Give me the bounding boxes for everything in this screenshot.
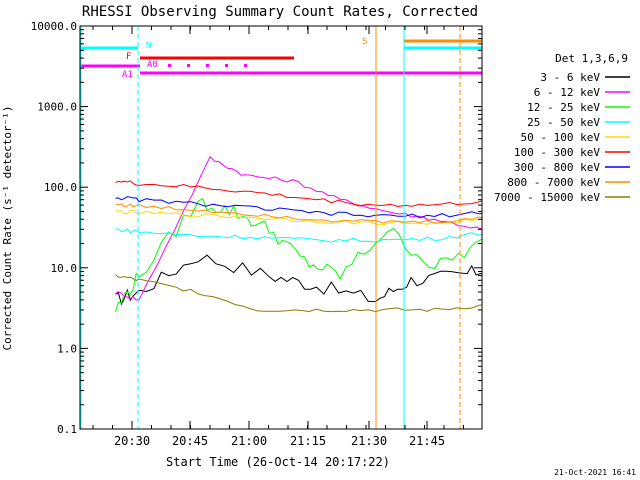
plot-inner (80, 26, 482, 429)
legend-label: 100 - 300 keV (514, 146, 600, 159)
y-tick-label: 1.0 (57, 342, 77, 355)
flag-label: S (362, 37, 367, 47)
series-line (115, 209, 482, 226)
flag-dot (225, 64, 228, 67)
y-tick-label: 100.0 (44, 181, 77, 194)
plot-layer: N F A0 A1 S (80, 26, 482, 429)
series-line (115, 180, 482, 208)
x-tick-label: 20:45 (172, 434, 208, 448)
legend-label: 50 - 100 keV (521, 131, 601, 144)
legend-label: 6 - 12 keV (534, 86, 601, 99)
legend-header: Det 1,3,6,9 (555, 52, 628, 65)
series-line (115, 228, 482, 243)
series-line (115, 254, 482, 306)
flag-label: A1 (122, 70, 133, 80)
legend-label: 300 - 800 keV (514, 161, 600, 174)
x-tick-label: 20:30 (114, 434, 150, 448)
footer-timestamp: 21-Oct-2021 16:41 (554, 468, 636, 477)
axis-layer: 0.1 1.0 10.0 100.0 1000.0 10000.0 20:30 20:45 21… (31, 20, 482, 448)
series-line (115, 155, 482, 301)
legend-label: 800 - 7000 keV (507, 176, 600, 189)
flag-dot (206, 64, 209, 67)
y-tick-label: 10000.0 (31, 20, 77, 33)
x-tick-label: 21:45 (409, 434, 445, 448)
plot-frame (79, 25, 483, 430)
legend-label: 7000 - 15000 keV (494, 191, 600, 204)
y-tick-label: 1000.0 (37, 101, 77, 114)
legend-label: 25 - 50 keV (527, 116, 600, 129)
flag-label: F (126, 52, 131, 62)
y-tick-label: 10.0 (51, 262, 78, 275)
chart-title: RHESSI Observing Summary Count Rates, Co… (82, 4, 478, 20)
flag-dot (168, 64, 171, 67)
flag-dot (187, 64, 190, 67)
series-line (115, 196, 482, 219)
flag-dot (244, 64, 247, 67)
legend: Det 1,3,6,9 3 - 6 keV 6 - 12 keV 12 - 25 k… (494, 52, 630, 204)
legend-label: 3 - 6 keV (540, 71, 600, 84)
series-line (115, 274, 482, 313)
x-axis-label: Start Time (26-Oct-14 20:17:22) (166, 455, 390, 469)
y-axis-label: Corrected Count Rate (s⁻¹ detector⁻¹) (1, 105, 14, 350)
flag-label: N (146, 41, 151, 51)
x-tick-label: 21:00 (231, 434, 267, 448)
x-tick-label: 21:15 (290, 434, 326, 448)
series-line (115, 197, 482, 313)
y-tick-label: 0.1 (57, 423, 77, 436)
x-tick-label: 21:30 (351, 434, 387, 448)
series-line (115, 203, 482, 224)
legend-label: 12 - 25 keV (527, 101, 600, 114)
flag-label: A0 (147, 60, 158, 70)
